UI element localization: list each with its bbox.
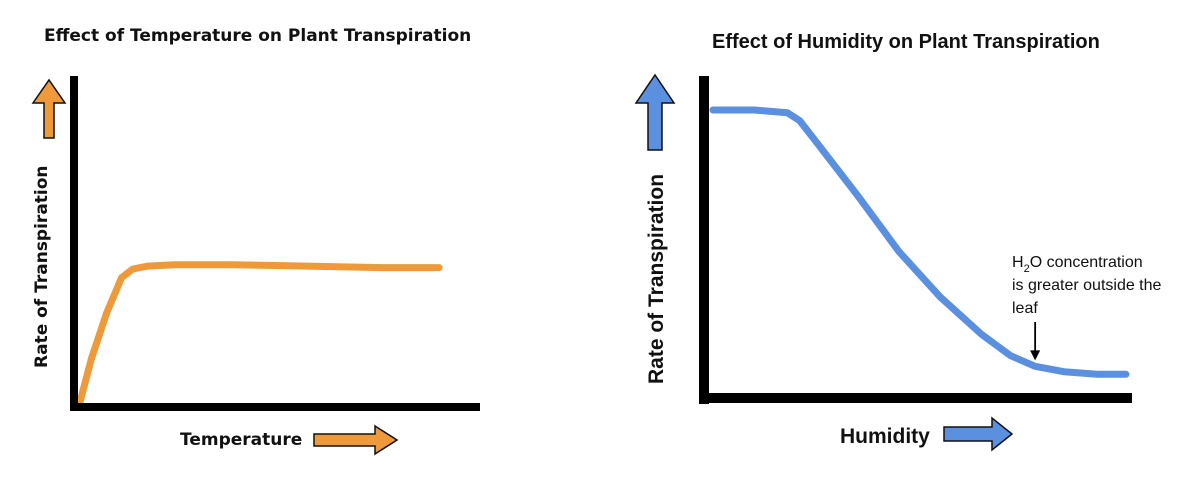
temperature-x-axis-label: Temperature (180, 430, 302, 450)
temperature-series-line (76, 261, 443, 406)
humidity-annotation: H2O concentration is greater outside the… (1012, 254, 1162, 361)
humidity-series-line (709, 106, 1130, 378)
temperature-y-arrow-icon (31, 78, 67, 139)
annotation-line-2: is greater outside the (1012, 277, 1162, 294)
temperature-x-arrow-icon (313, 424, 399, 456)
humidity-chart: Effect of Humidity on Plant Transpiratio… (634, 31, 1162, 452)
annotation-line-3: leaf (1012, 300, 1038, 317)
temperature-y-axis-label: Rate of Transpiration (32, 165, 52, 368)
humidity-plot (709, 106, 1130, 378)
humidity-x-arrow-icon (943, 416, 1014, 452)
annotation-subscript: 2 (1024, 263, 1030, 275)
humidity-x-axis-label: Humidity (840, 425, 930, 448)
annotation-line-1: H2O concentration (1012, 254, 1143, 275)
humidity-chart-title: Effect of Humidity on Plant Transpiratio… (712, 31, 1100, 53)
humidity-y-arrow-icon (634, 73, 676, 151)
temperature-chart: Effect of Temperature on Plant Transpira… (31, 26, 480, 456)
humidity-y-axis-label: Rate of Transpiration (645, 174, 668, 384)
annotation-arrow-icon (1030, 350, 1041, 361)
temperature-plot (76, 261, 443, 406)
temperature-chart-title: Effect of Temperature on Plant Transpira… (44, 26, 471, 46)
